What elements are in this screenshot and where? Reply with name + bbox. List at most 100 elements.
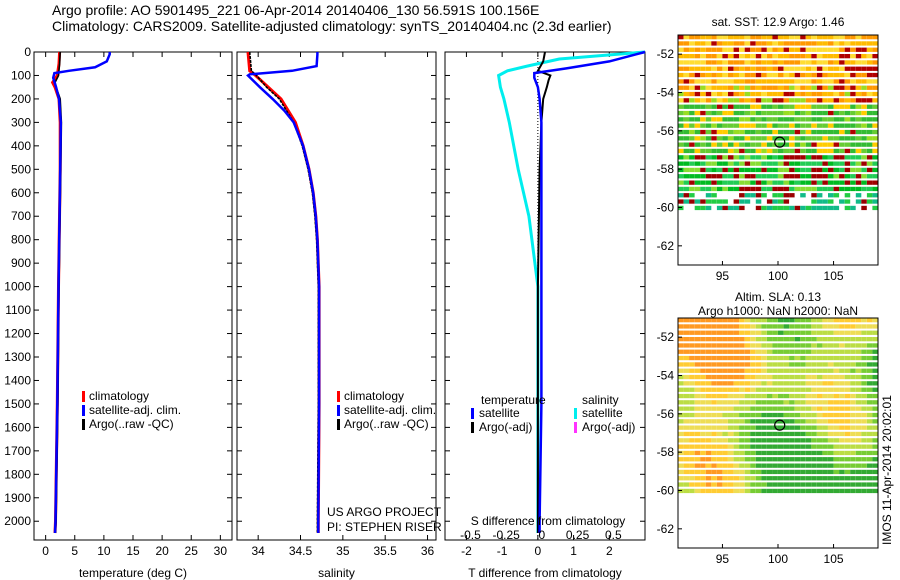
- heatmap-cell: [783, 444, 790, 449]
- heatmap-cell: [783, 104, 790, 109]
- heatmap-cell: [750, 180, 756, 185]
- heatmap-cell: [728, 349, 734, 354]
- heatmap-cell: [750, 355, 756, 361]
- heatmap-cell: [844, 47, 851, 52]
- heatmap-cell: [772, 362, 778, 367]
- heatmap-cell: [678, 91, 684, 97]
- y-tick-label: -56: [657, 124, 675, 138]
- heatmap-cell: [816, 438, 823, 443]
- heatmap-cell: [733, 374, 740, 380]
- heatmap-cell: [716, 41, 723, 46]
- heatmap-cell: [816, 406, 823, 411]
- heatmap-cell: [861, 161, 867, 166]
- heatmap-cell: [755, 438, 762, 443]
- heatmap-cell: [828, 469, 834, 475]
- heatmap-cell: [861, 180, 867, 185]
- heatmap-cell: [683, 193, 690, 198]
- heatmap-cell: [716, 450, 723, 456]
- heatmap-cell: [739, 205, 745, 211]
- heatmap-cell: [800, 72, 806, 78]
- heatmap-cell: [705, 406, 712, 411]
- heatmap-cell: [683, 406, 690, 411]
- heatmap-cell: [722, 72, 728, 78]
- heatmap-cell: [789, 482, 795, 487]
- heatmap-cell: [750, 104, 756, 109]
- heatmap-cell: [689, 79, 695, 84]
- heatmap-cell: [744, 193, 751, 198]
- heatmap-cell: [811, 136, 817, 141]
- heatmap-cell: [833, 318, 840, 323]
- heatmap-cell: [778, 167, 784, 173]
- heatmap-cell: [705, 488, 712, 494]
- heatmap-cell: [766, 123, 773, 128]
- heatmap-cell: [772, 199, 778, 204]
- heatmap-cell: [822, 180, 828, 185]
- heatmap-cell: [678, 469, 684, 475]
- heatmap-cell: [789, 104, 795, 109]
- heatmap-cell: [689, 457, 695, 462]
- heatmap-cell: [761, 85, 767, 90]
- heatmap-cell: [850, 457, 856, 462]
- heatmap-cell: [839, 324, 845, 329]
- heatmap-cell: [833, 393, 840, 399]
- heatmap-cell: [861, 482, 867, 487]
- heatmap-cell: [694, 142, 701, 147]
- heatmap-cell: [755, 47, 762, 52]
- heatmap-cell: [744, 161, 751, 166]
- heatmap-cell: [744, 406, 751, 411]
- heatmap-cell: [866, 419, 873, 424]
- heatmap-cell: [700, 161, 706, 166]
- heatmap-cell: [822, 330, 828, 335]
- heatmap-cell: [844, 35, 851, 40]
- heatmap-cell: [778, 98, 784, 103]
- heatmap-cell: [761, 110, 767, 116]
- heatmap-cell: [828, 343, 834, 348]
- heatmap-cell: [861, 54, 867, 59]
- heatmap-cell: [850, 362, 856, 367]
- heatmap-cell: [766, 72, 773, 78]
- heatmap-cell: [766, 180, 773, 185]
- heatmap-cell: [733, 129, 740, 135]
- heatmap-cell: [683, 425, 690, 430]
- heatmap-cell: [750, 136, 756, 141]
- heatmap-cell: [705, 167, 712, 173]
- heatmap-cell: [678, 431, 684, 437]
- heatmap-cell: [716, 387, 723, 392]
- plot-frame: [444, 51, 646, 541]
- heatmap-cell: [822, 205, 828, 211]
- heatmap-cell: [811, 450, 817, 456]
- heatmap-cell: [866, 476, 873, 481]
- x-tick-label: 34: [251, 544, 265, 558]
- heatmap-cell: [739, 155, 745, 160]
- heatmap-cell: [716, 148, 723, 154]
- heatmap-cell: [739, 438, 745, 443]
- heatmap-cell: [861, 469, 867, 475]
- heatmap-cell: [816, 186, 823, 192]
- heatmap-cell: [711, 91, 717, 97]
- heatmap-cell: [733, 35, 740, 40]
- heatmap-cell: [778, 400, 784, 405]
- heatmap-cell: [850, 337, 856, 342]
- heatmap-cell: [689, 91, 695, 97]
- heatmap-cell: [694, 362, 701, 367]
- heatmap-cell: [822, 324, 828, 329]
- heatmap-cell: [872, 167, 878, 173]
- heatmap-cell: [744, 469, 751, 475]
- heatmap-cell: [833, 155, 840, 160]
- heatmap-cell: [805, 123, 812, 128]
- heatmap-cell: [716, 136, 723, 141]
- heatmap-cell: [772, 412, 778, 418]
- heatmap-cell: [805, 161, 812, 166]
- heatmap-cell: [783, 412, 790, 418]
- heatmap-cell: [844, 337, 851, 342]
- heatmap-cell: [783, 355, 790, 361]
- heatmap-cell: [700, 155, 706, 160]
- heatmap-cell: [722, 98, 728, 103]
- heatmap-cell: [872, 35, 878, 40]
- heatmap-cell: [678, 123, 684, 128]
- heatmap-cell: [811, 98, 817, 103]
- heatmap-cell: [739, 72, 745, 78]
- heatmap-cell: [750, 167, 756, 173]
- heatmap-cell: [711, 349, 717, 354]
- heatmap-cell: [683, 469, 690, 475]
